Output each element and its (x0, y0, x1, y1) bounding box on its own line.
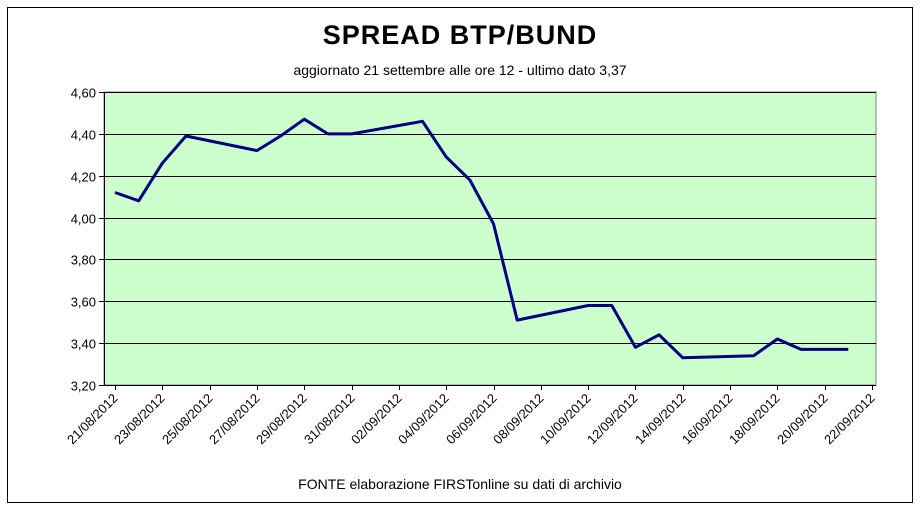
chart-title: SPREAD BTP/BUND (322, 20, 598, 50)
x-tick-label: 18/09/2012 (726, 391, 783, 448)
y-tick-label: 4,20 (71, 170, 96, 185)
y-tick-label: 4,00 (71, 212, 96, 227)
chart-source-footer: FONTE elaborazione FIRSTonline su dati d… (298, 476, 622, 492)
x-tick-label: 04/09/2012 (395, 391, 452, 448)
y-tick-label: 3,60 (71, 295, 96, 310)
x-tick-label: 23/08/2012 (111, 391, 168, 448)
x-tick-label: 12/09/2012 (584, 391, 641, 448)
x-tick-label: 29/08/2012 (253, 391, 310, 448)
y-tick-label: 3,40 (71, 337, 96, 352)
y-tick-label: 4,40 (71, 128, 96, 143)
y-tick-label: 4,60 (71, 86, 96, 101)
x-tick-label: 22/09/2012 (821, 391, 878, 448)
plot-area (103, 91, 877, 386)
chart-subtitle: aggiornato 21 settembre alle ore 12 - ul… (293, 62, 627, 78)
y-tick-label: 3,80 (71, 253, 96, 268)
series-line (114, 117, 849, 360)
y-tick-label: 3,20 (71, 379, 96, 394)
